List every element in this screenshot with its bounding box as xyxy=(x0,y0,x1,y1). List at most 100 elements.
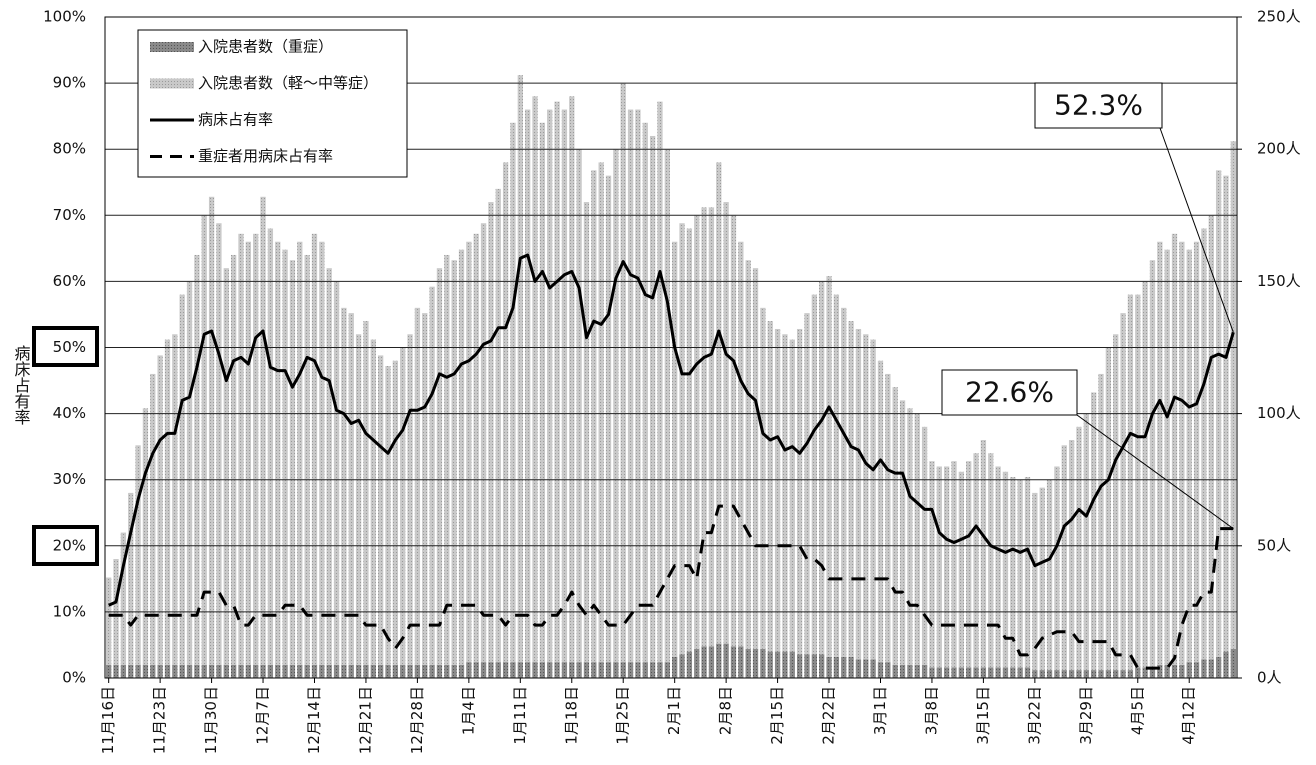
bar xyxy=(796,328,803,655)
bar xyxy=(128,492,134,665)
bar xyxy=(804,654,810,678)
bar xyxy=(304,664,310,678)
bar xyxy=(826,656,832,678)
bar xyxy=(517,662,523,678)
bar xyxy=(980,440,987,668)
x-tick-label: 11月30日 xyxy=(202,686,220,754)
bar xyxy=(944,667,950,678)
bar xyxy=(510,662,516,678)
x-tick-label: 12月14日 xyxy=(305,686,323,754)
bar xyxy=(1149,260,1156,668)
bar xyxy=(789,339,795,652)
bar xyxy=(260,664,266,678)
bar xyxy=(297,664,303,678)
bar xyxy=(223,268,229,665)
bar xyxy=(245,241,251,665)
bar xyxy=(216,223,222,665)
bar xyxy=(627,662,634,678)
bar xyxy=(164,339,171,665)
x-tick-label: 12月21日 xyxy=(356,686,374,754)
bar xyxy=(150,664,156,678)
bar xyxy=(1179,664,1185,678)
bar xyxy=(1208,215,1214,660)
bar xyxy=(363,321,369,665)
bar xyxy=(694,648,700,678)
bar xyxy=(341,307,347,665)
bar xyxy=(216,664,222,678)
bar xyxy=(576,149,582,663)
bar xyxy=(796,654,803,678)
bar xyxy=(1157,664,1163,678)
bar xyxy=(841,656,847,678)
bar xyxy=(1186,662,1192,678)
bar xyxy=(392,664,398,678)
bar xyxy=(194,254,200,665)
bar xyxy=(627,109,634,663)
bar xyxy=(385,366,391,665)
bar xyxy=(694,215,700,649)
bar xyxy=(892,387,898,665)
bar xyxy=(495,188,501,663)
bar xyxy=(789,651,795,678)
bar xyxy=(289,260,296,665)
bar xyxy=(208,196,215,665)
bar xyxy=(811,294,817,655)
bar xyxy=(995,466,1001,668)
x-tick-label: 3月15日 xyxy=(974,686,992,745)
bar xyxy=(1032,670,1038,678)
bar xyxy=(995,667,1001,678)
bar xyxy=(605,175,612,663)
bar xyxy=(547,662,553,678)
bar xyxy=(870,659,876,678)
legend-swatch xyxy=(150,42,194,52)
bar xyxy=(1002,667,1009,678)
bar xyxy=(333,281,340,665)
bar xyxy=(451,260,457,665)
bar xyxy=(128,664,134,678)
annotation-text: 52.3% xyxy=(1054,89,1143,122)
bar xyxy=(532,662,538,678)
highlight-box xyxy=(32,525,99,566)
y2-tick-label: 200人 xyxy=(1257,140,1301,158)
bar xyxy=(1201,659,1207,678)
bar xyxy=(649,662,656,678)
bar xyxy=(569,662,575,678)
y-tick-label: 90% xyxy=(53,74,86,92)
y-tick-label: 100% xyxy=(43,8,86,26)
bar xyxy=(1054,466,1060,671)
bar xyxy=(642,122,648,663)
line xyxy=(108,504,1234,670)
y-tick-label: 70% xyxy=(53,206,86,224)
bar xyxy=(899,664,906,678)
bar xyxy=(186,664,193,678)
bar xyxy=(760,307,766,649)
bar xyxy=(855,328,862,660)
bar xyxy=(157,355,163,665)
y-tick-label: 50% xyxy=(53,338,86,356)
bar xyxy=(304,254,310,665)
annotation-leader xyxy=(1076,414,1234,530)
bar xyxy=(194,664,200,678)
bar xyxy=(1017,667,1023,678)
bar xyxy=(863,659,869,678)
bar xyxy=(230,254,237,665)
x-tick-label: 3月8日 xyxy=(922,686,940,735)
bar xyxy=(1098,670,1104,678)
bar xyxy=(1193,662,1200,678)
bar xyxy=(1039,487,1045,671)
bar xyxy=(289,664,296,678)
annotation-leader xyxy=(1159,127,1234,333)
bar xyxy=(120,532,127,665)
bar xyxy=(782,651,788,678)
bar xyxy=(260,196,266,665)
bar xyxy=(282,249,288,665)
bar xyxy=(1120,670,1126,678)
y-tick-label: 80% xyxy=(53,140,86,158)
bar xyxy=(488,662,494,678)
bar xyxy=(774,328,781,652)
bar xyxy=(253,664,259,678)
bar xyxy=(1105,670,1112,678)
bar xyxy=(407,664,413,678)
bar xyxy=(686,228,693,652)
bar xyxy=(502,162,509,663)
